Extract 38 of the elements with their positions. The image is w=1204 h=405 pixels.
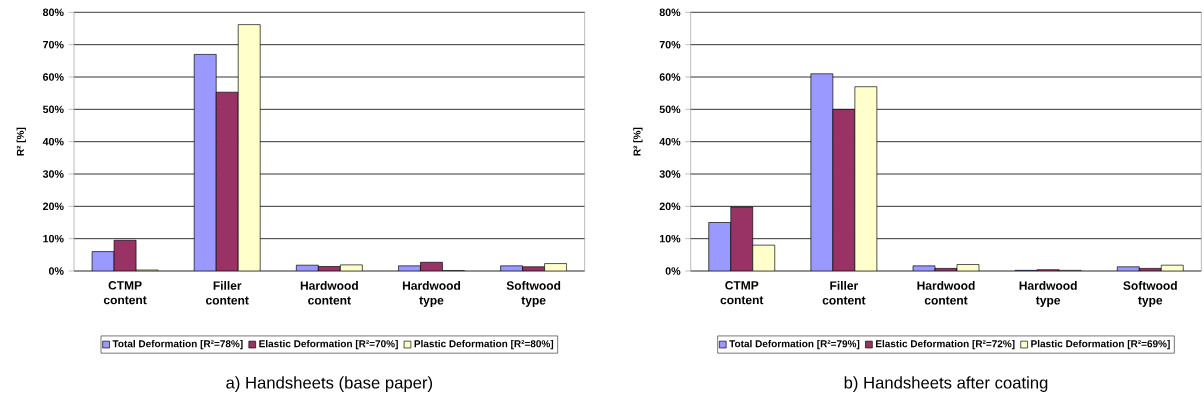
y-tick-label: 60%: [659, 73, 681, 81]
x-tick-label: Softwood type: [1123, 281, 1177, 307]
x-tick-label: Filler content: [822, 281, 866, 305]
x-tick-label: Hardwood content: [300, 281, 358, 305]
y-tick-label: 10%: [43, 234, 64, 243]
y-tick-label: 20%: [42, 202, 64, 211]
legend-label: Plastic Deformation [R²=80%]: [414, 339, 554, 350]
y-tick-label: 50%: [659, 105, 681, 114]
x-tick-label: Softwood type: [506, 281, 561, 307]
x-tick-label: Hardwood type: [402, 281, 461, 307]
legend-label: Plastic Deformation [R²=69%]: [1031, 339, 1170, 350]
y-tick-label: 0%: [665, 267, 681, 275]
legend-label: Elastic Deformation [R²=72%]: [875, 339, 1015, 350]
text: b) Handsheets after coating: [844, 376, 1048, 392]
x-tick-label: Hardwood type: [1019, 281, 1077, 307]
y-tick-label: 30%: [659, 170, 681, 178]
legend-label: Elastic Deformation [R²=70%]: [259, 339, 398, 350]
y-tick-label: 40%: [42, 137, 64, 146]
legend-label: Total Deformation [R²=78%]: [112, 339, 243, 350]
y-tick-label: 0%: [48, 267, 64, 275]
x-tick-label: CTMP content: [103, 281, 147, 305]
y-tick-label: 80%: [42, 8, 64, 17]
y-tick-label: 70%: [43, 40, 64, 49]
y-tick-label: 40%: [659, 137, 681, 146]
legend-label: Total Deformation [R²=79%]: [729, 339, 860, 350]
y-axis-title: R² [%]: [633, 127, 643, 156]
y-tick-label: 60%: [43, 73, 64, 81]
y-tick-label: 80%: [659, 8, 681, 17]
x-tick-label: Filler content: [206, 281, 249, 305]
x-tick-label: Hardwood content: [917, 281, 975, 305]
y-tick-label: 10%: [659, 234, 681, 243]
y-tick-label: 20%: [659, 202, 681, 211]
y-tick-label: 50%: [42, 105, 64, 114]
x-tick-label: CTMP content: [720, 281, 764, 305]
y-tick-label: 70%: [659, 40, 681, 49]
y-tick-label: 30%: [42, 170, 64, 178]
y-axis-title: R² [%]: [16, 127, 26, 156]
text: a) Handsheets (base paper): [226, 376, 433, 392]
